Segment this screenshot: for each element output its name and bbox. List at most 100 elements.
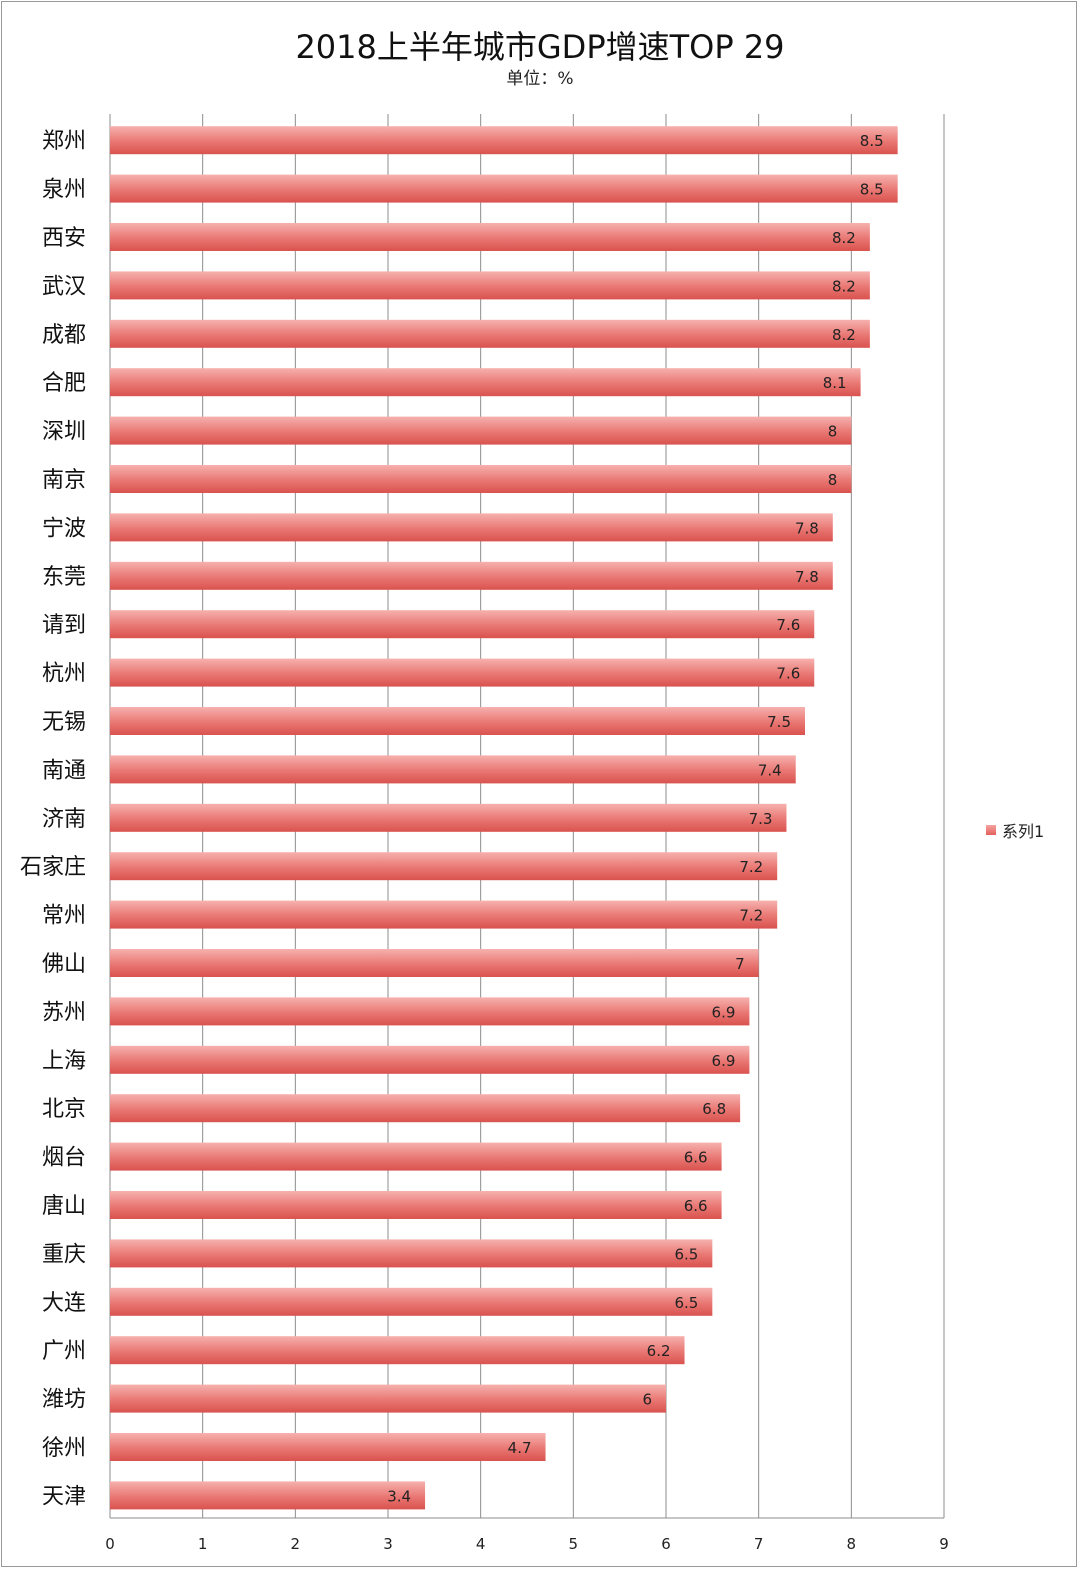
bar: [110, 1142, 722, 1171]
data-label: 8.2: [832, 229, 856, 247]
data-label: 7: [735, 955, 745, 973]
category-label: 大连: [42, 1291, 86, 1316]
data-label: 7.6: [776, 665, 800, 683]
category-label: 南京: [42, 468, 86, 493]
category-label: 重庆: [42, 1242, 86, 1267]
bar: [110, 1384, 666, 1413]
category-label: 唐山: [42, 1194, 86, 1219]
category-labels: 郑州泉州西安武汉成都合肥深圳南京宁波东莞请到杭州无锡南通济南石家庄常州佛山苏州上…: [20, 129, 86, 1509]
data-label: 7.2: [739, 858, 763, 876]
data-label: 8.5: [860, 181, 884, 199]
category-label: 上海: [42, 1049, 86, 1074]
x-tick-label: 3: [383, 1535, 393, 1553]
bar: [110, 997, 750, 1026]
data-label: 6.2: [647, 1342, 671, 1360]
data-label: 6.5: [674, 1294, 698, 1312]
data-label: 7.3: [749, 810, 773, 828]
bar: [110, 368, 861, 397]
category-label: 郑州: [42, 129, 86, 154]
data-label: 8.2: [832, 277, 856, 295]
category-label: 合肥: [42, 371, 86, 396]
x-tick-label: 1: [198, 1535, 208, 1553]
data-label: 8: [828, 471, 838, 489]
category-label: 徐州: [42, 1436, 86, 1461]
category-label: 烟台: [42, 1146, 86, 1171]
data-label: 6.6: [684, 1149, 708, 1167]
category-label: 石家庄: [20, 855, 86, 880]
bar: [110, 755, 796, 784]
category-label: 广州: [42, 1339, 86, 1364]
bar: [110, 416, 852, 445]
legend: 系列1: [986, 818, 1044, 842]
category-label: 无锡: [42, 710, 86, 735]
bars: 8.5 8.5 8.2 8.2 8.2 8.1 8 8 7.8 7.8 7.6 7.6 7.5 7.4 7.…: [110, 126, 898, 1510]
x-tick-label: 6: [661, 1535, 671, 1553]
category-label: 常州: [42, 904, 86, 929]
bar: [110, 271, 870, 300]
category-label: 天津: [42, 1484, 86, 1509]
category-label: 成都: [42, 323, 86, 348]
bar: [110, 513, 833, 542]
bar: [110, 1433, 546, 1461]
x-tick-label: 7: [754, 1535, 764, 1553]
category-label: 西安: [42, 226, 86, 251]
bar: [110, 319, 870, 348]
bar: [110, 1481, 426, 1510]
bar: [110, 803, 787, 832]
data-label: 6.9: [712, 1003, 736, 1021]
bar: [110, 126, 898, 155]
bar: [110, 900, 778, 929]
category-label: 宁波: [42, 516, 86, 541]
bar: [110, 610, 815, 639]
bar: [110, 658, 815, 687]
data-label: 8.2: [832, 326, 856, 344]
data-label: 6.6: [684, 1197, 708, 1215]
bar: [110, 223, 870, 251]
category-label: 潍坊: [42, 1388, 86, 1413]
category-label: 泉州: [42, 178, 86, 203]
legend-swatch: [986, 825, 996, 835]
data-label: 7.8: [795, 568, 819, 586]
data-label: 7.4: [758, 761, 782, 779]
data-label: 4.7: [508, 1439, 532, 1457]
category-label: 佛山: [42, 952, 86, 977]
bar: [110, 1287, 713, 1316]
category-label: 深圳: [42, 420, 86, 445]
chart-title: 2018上半年城市GDP增速TOP 29: [295, 28, 785, 66]
category-label: 杭州: [42, 662, 86, 687]
data-label: 6: [642, 1391, 652, 1409]
chart-subtitle: 单位：%: [506, 69, 574, 89]
data-label: 7.5: [767, 713, 791, 731]
data-label: 8.5: [860, 132, 884, 150]
category-label: 济南: [42, 807, 86, 832]
category-label: 请到: [42, 613, 86, 638]
bar: [110, 1045, 750, 1074]
x-tick-label: 9: [939, 1535, 949, 1553]
x-tick-label: 2: [291, 1535, 301, 1553]
x-axis-tick-labels: 0 1 2 3 4 5 6 7 8 9: [105, 1535, 949, 1553]
x-tick-label: 0: [105, 1535, 115, 1553]
category-label: 苏州: [42, 1000, 86, 1025]
data-label: 7.6: [776, 616, 800, 634]
bar: [110, 707, 805, 735]
bar: [110, 1191, 722, 1219]
data-label: 7.8: [795, 519, 819, 537]
data-label: 6.9: [712, 1052, 736, 1070]
data-label: 6.5: [674, 1245, 698, 1263]
x-tick-label: 5: [569, 1535, 579, 1553]
x-tick-label: 4: [476, 1535, 486, 1553]
legend-label: 系列1: [1002, 822, 1045, 841]
category-label: 南通: [42, 758, 86, 783]
data-label: 7.2: [739, 907, 763, 925]
category-label: 武汉: [42, 274, 86, 299]
data-label: 8: [828, 423, 838, 441]
category-label: 东莞: [42, 565, 86, 590]
bar: [110, 1094, 741, 1123]
x-tick-label: 8: [847, 1535, 857, 1553]
bar: [110, 174, 898, 203]
bar: [110, 852, 778, 881]
bar: [110, 465, 852, 493]
data-label: 8.1: [823, 374, 847, 392]
